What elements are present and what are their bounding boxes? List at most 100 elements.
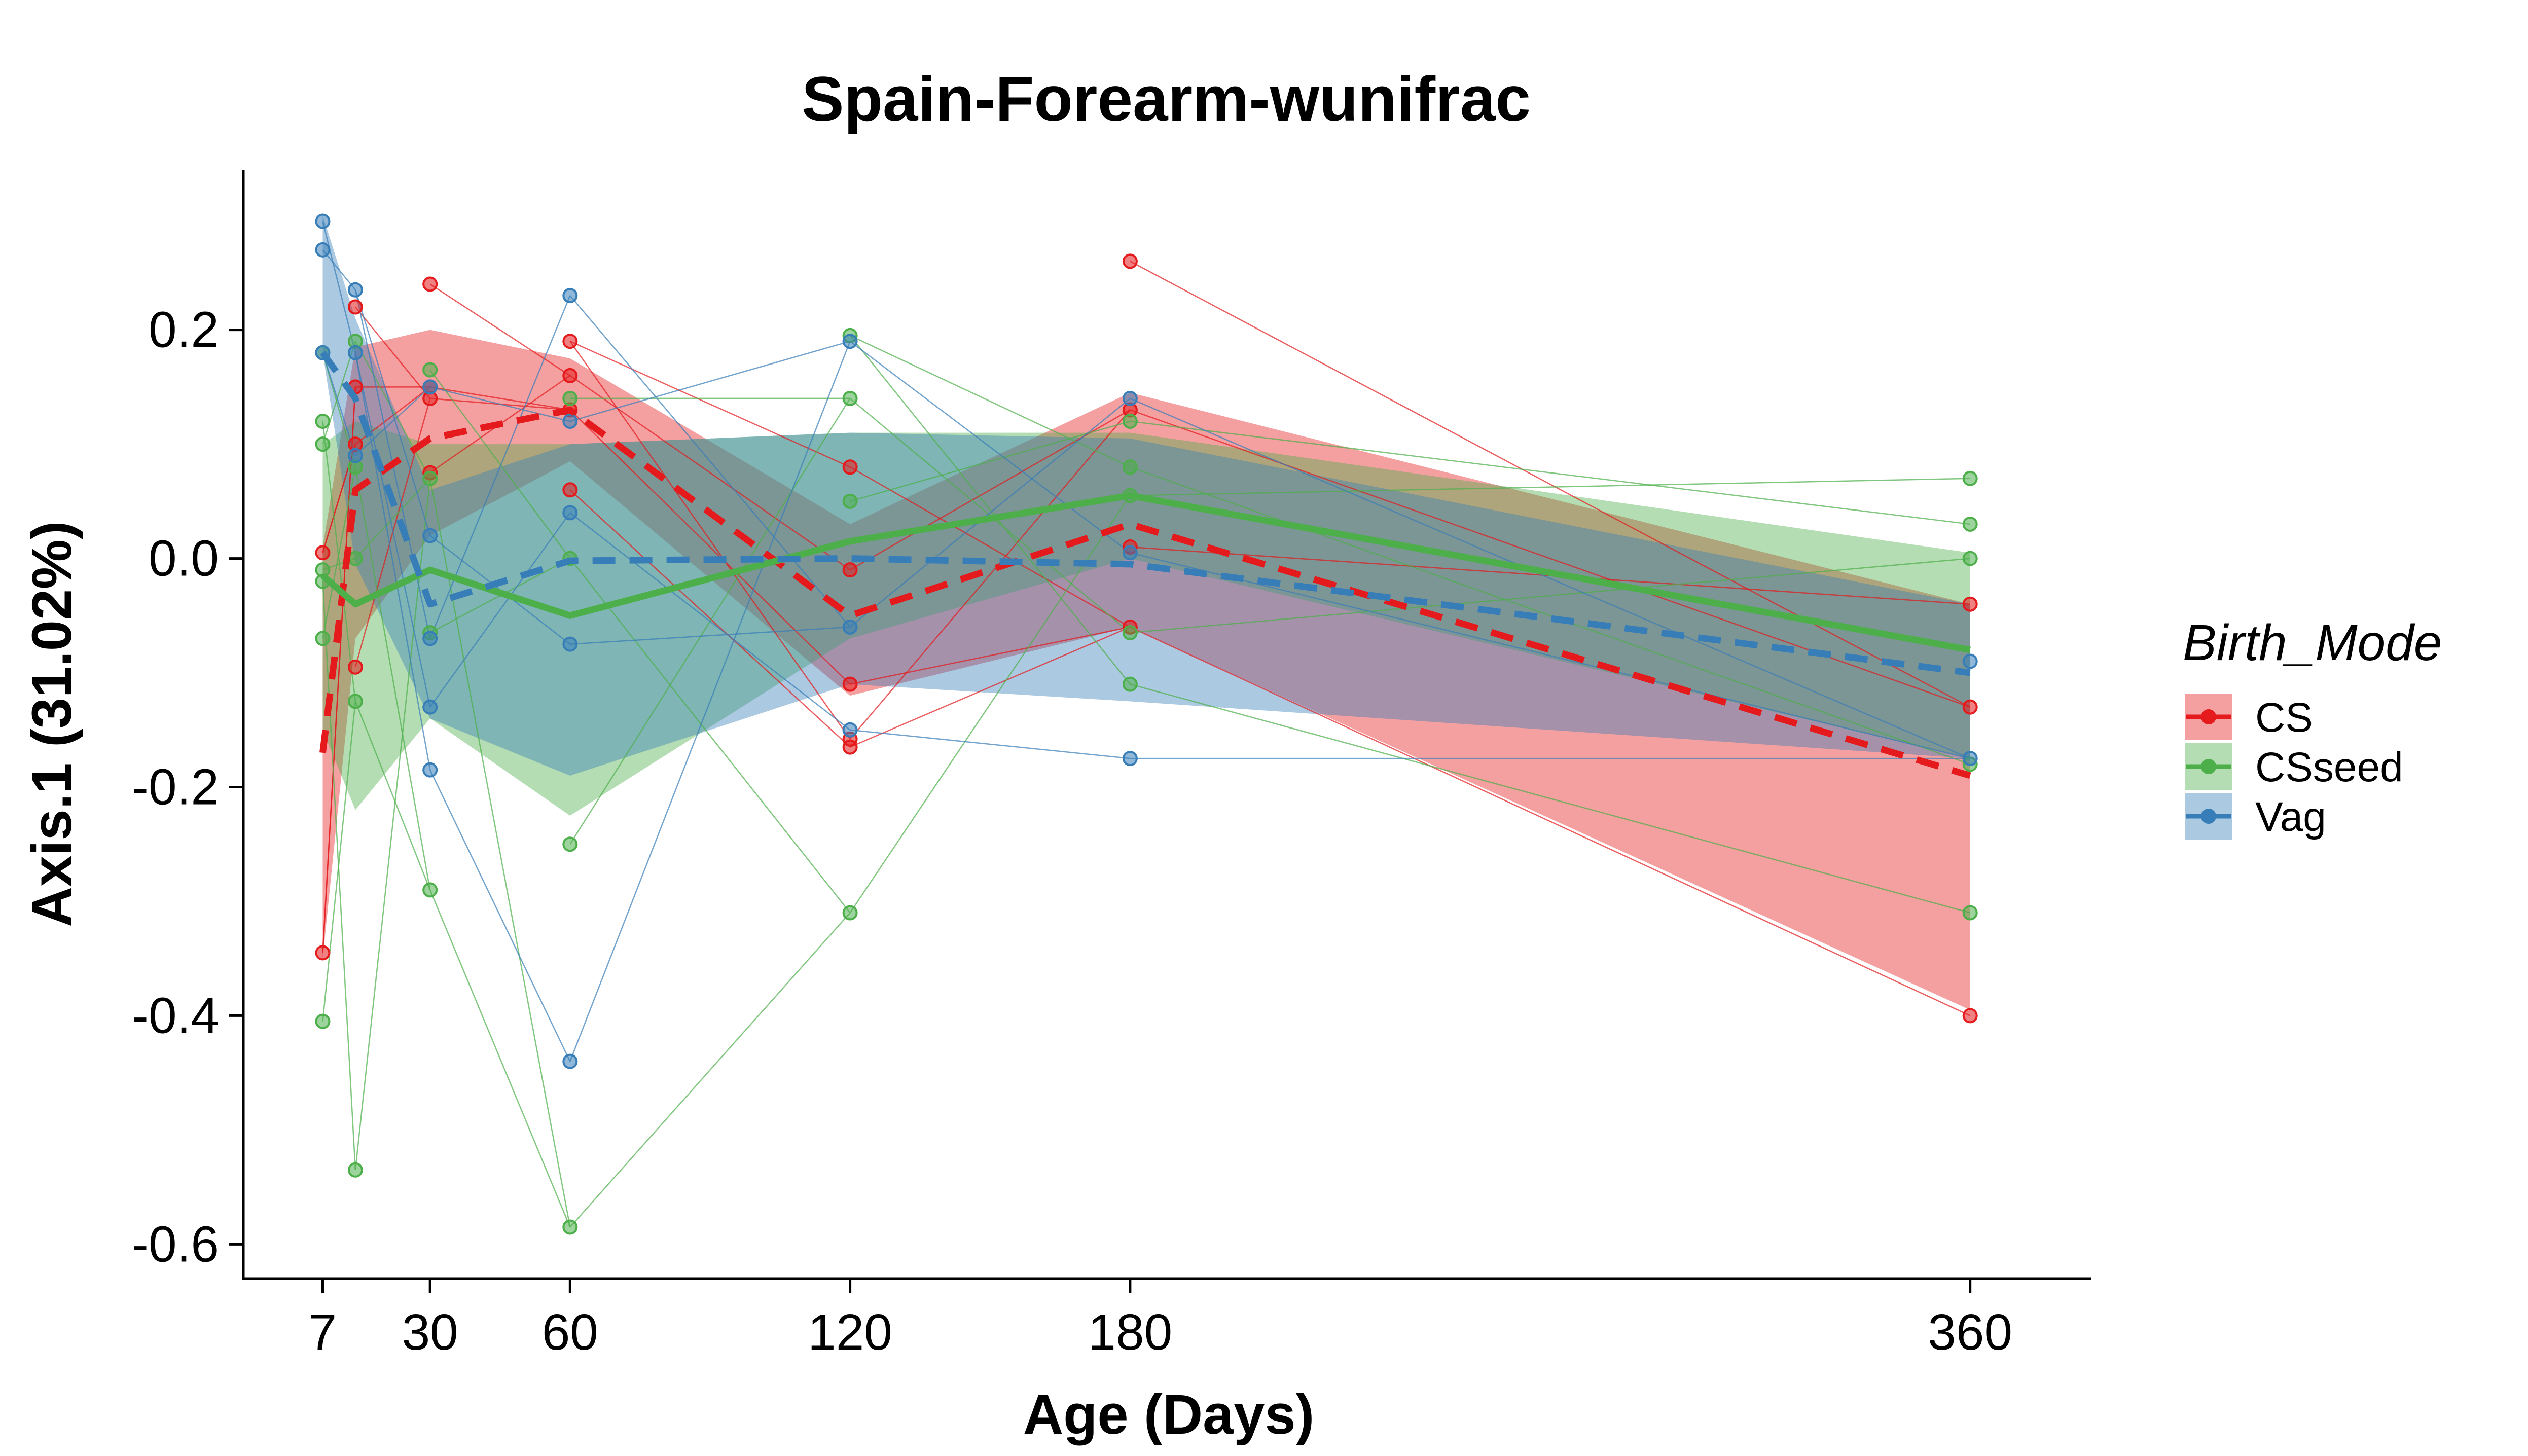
legend-key-point-vag [2201,809,2216,824]
point-csseed [842,905,858,921]
y-ticks: 0.2 0.0 -0.2 -0.4 -0.6 [132,302,243,1272]
subject-line-csseed [322,466,356,639]
subject-line-cs [569,489,851,748]
subject-line-vag [1130,552,1970,759]
point-csseed [1122,676,1138,692]
point-vag [422,379,438,395]
point-cs [1122,253,1138,269]
subject-line-cs [850,626,1131,748]
point-csseed [422,470,438,486]
subject-line-cs [354,306,431,399]
point-csseed [1122,459,1138,475]
subject-line-cs [322,387,356,953]
point-csseed [347,1162,363,1178]
point-csseed [842,493,858,509]
point-cs [422,276,438,292]
subject-line-csseed [322,581,356,1170]
subject-line-cs [569,341,851,468]
subject-line-csseed [850,335,1131,468]
subject-line-vag [354,352,431,770]
subject-line-vag [429,512,571,708]
point-vag [562,505,578,521]
x-ticks: 7 30 60 120 180 360 [309,1279,2012,1361]
point-vag [562,1053,578,1069]
subject-line-vag [354,289,431,536]
point-vag [422,699,438,715]
subject-line-csseed [1130,558,1970,634]
subject-line-vag [569,341,851,1062]
point-csseed [315,1013,331,1029]
subject-line-cs [1130,261,1971,708]
subject-line-cs [1130,626,1971,1016]
point-cs [347,299,363,315]
y-tick-label: -0.6 [132,1216,219,1272]
point-cs [315,545,331,561]
y-axis-title: Axis.1 (31.02%) [21,521,83,927]
x-tick-label: 30 [402,1304,458,1361]
point-vag [562,288,578,304]
subject-line-cs [849,409,1131,740]
point-vag [315,213,331,229]
legend-key-point-cs [2201,709,2216,724]
point-csseed [1962,551,1978,566]
point-csseed [1962,905,1978,921]
subject-line-csseed [569,912,851,1228]
point-cs [842,676,858,692]
point-vag [842,334,858,349]
y-tick-label: -0.2 [132,759,219,816]
subject-line-csseed [569,558,851,914]
subject-line-csseed [429,478,571,1227]
mean-line-vag [320,350,1971,676]
subject-line-csseed [429,369,571,559]
subject-line-csseed [849,335,1131,685]
point-csseed [1122,414,1138,429]
point-vag [422,631,438,646]
subject-line-vag [849,397,1131,628]
point-csseed [422,882,438,898]
x-tick-label: 60 [542,1304,598,1361]
point-csseed [315,631,331,646]
subject-line-cs [429,386,570,411]
mean-line-csseed [320,492,1971,653]
point-csseed [315,414,331,429]
chart-title: Spain-Forearm-wunifrac [802,64,1531,134]
subject-line-vag [355,386,431,456]
legend-label-csseed: CSseed [2255,744,2403,790]
subject-line-vag [429,295,571,639]
x-tick-label: 180 [1088,1304,1172,1361]
subject-line-vag [322,221,356,353]
point-vag [315,242,331,258]
ribbon-cs [322,330,1970,1010]
subject-line-vag [322,352,356,456]
subject-line-cs [850,626,1131,685]
subject-line-csseed [322,421,356,702]
subject-line-vag [569,340,850,422]
point-csseed [842,390,858,406]
point-vag [562,414,578,429]
point-csseed [347,694,363,709]
point-vag [347,448,363,463]
point-vag [422,528,438,543]
point-cs [1962,1008,1978,1024]
point-cs [842,562,858,578]
subject-line-vag [322,249,356,290]
x-tick-label: 360 [1928,1304,2012,1361]
mean-line-cs [319,406,1971,779]
subject-line-csseed [354,478,431,1170]
subject-line-csseed [322,341,356,445]
subject-line-vag [849,341,1131,554]
subject-line-csseed [1130,478,1970,496]
point-cs [562,482,578,498]
mean-lines [319,350,1971,779]
point-vag [1962,653,1978,669]
legend-label-vag: Vag [2255,794,2326,840]
subject-line-cs [429,283,571,376]
point-csseed [315,436,331,452]
subject-line-csseed [354,466,431,890]
legend-title: Birth_Mode [2183,614,2442,671]
point-csseed [1962,516,1978,532]
point-vag [1122,390,1138,406]
subject-line-vag [354,352,431,707]
